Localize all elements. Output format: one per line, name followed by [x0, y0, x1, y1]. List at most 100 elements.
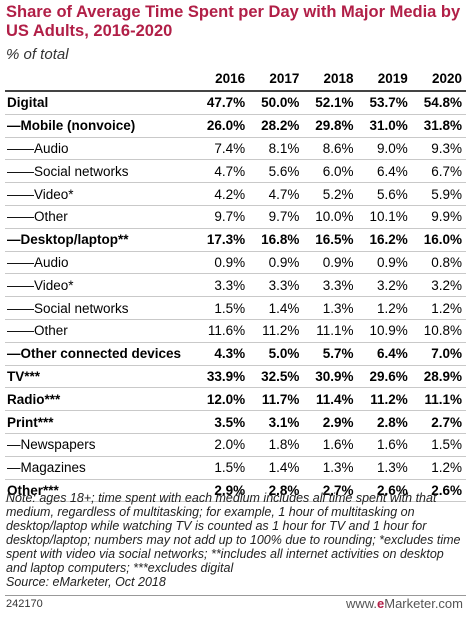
table-cell: 2.8% [249, 479, 304, 503]
table-cell: 52.1% [303, 91, 358, 115]
table-cell: 1.4% [249, 456, 304, 480]
table-cell: 1.5% [195, 296, 250, 320]
table-cell: 1.8% [249, 433, 304, 457]
table-row: TV*** 33.9% 32.5% 30.9% 29.6% 28.9% [5, 365, 466, 389]
table-cell: 12.0% [195, 387, 250, 412]
table-cell: 16.5% [303, 228, 358, 252]
row-label: Print*** [5, 410, 195, 434]
table-cell: 2.6% [357, 479, 412, 503]
source-text: Source: eMarketer, Oct 2018 [6, 575, 166, 589]
row-label: ——Social networks [5, 296, 195, 320]
table-cell: 3.3% [249, 273, 304, 298]
table-cell: 33.9% [195, 365, 250, 389]
table-cell: 1.3% [303, 296, 358, 320]
row-label: Radio*** [5, 387, 195, 412]
table-cell: 4.2% [195, 182, 250, 206]
table-cell: 10.0% [303, 205, 358, 229]
table-cell: 3.3% [195, 273, 250, 298]
row-label: ——Video* [5, 182, 195, 206]
table-cell: 10.9% [357, 319, 412, 343]
table-cell: 1.2% [357, 296, 412, 320]
table-cell: 1.5% [411, 433, 466, 457]
table-cell: 30.9% [303, 365, 358, 389]
table-cell: 2.9% [303, 410, 358, 434]
table-cell: 9.7% [249, 205, 304, 229]
table-cell: 3.1% [249, 410, 304, 434]
column-header: 2016 [195, 67, 250, 92]
table-cell: 6.4% [357, 159, 412, 184]
table-cell: 54.8% [411, 91, 466, 115]
table-row: —Other connected devices 4.3% 5.0% 5.7% 6.4%… [5, 342, 466, 366]
row-label: —Magazines [5, 456, 195, 480]
brand-rest: Marketer.com [384, 596, 463, 611]
table-cell: 11.1% [411, 387, 466, 412]
table-cell: 9.3% [411, 137, 466, 161]
table-cell: 10.1% [357, 205, 412, 229]
note-text: Note: ages 18+; time spent with each med… [6, 491, 461, 575]
table-row: ——Video* 4.2% 4.7% 5.2% 5.6% 5.9% [5, 182, 466, 206]
table-cell: 47.7% [195, 91, 250, 115]
table-cell: 2.7% [411, 410, 466, 434]
row-label: ——Other [5, 205, 195, 229]
table-cell: 11.1% [303, 319, 358, 343]
row-label: —Newspapers [5, 433, 195, 457]
table-row: Digital 47.7% 50.0% 52.1% 53.7% 54.8% [5, 91, 466, 115]
table-row: —Newspapers 2.0% 1.8% 1.6% 1.6% 1.5% [5, 433, 466, 457]
table-cell: 1.6% [303, 433, 358, 457]
table-cell: 11.4% [303, 387, 358, 412]
table-cell: 26.0% [195, 114, 250, 138]
table-cell: 2.9% [195, 479, 250, 503]
table-cell: 6.7% [411, 159, 466, 184]
table-row: —Magazines 1.5% 1.4% 1.3% 1.3% 1.2% [5, 456, 466, 480]
table-row: ——Social networks 4.7% 5.6% 6.0% 6.4% 6.7% [5, 159, 466, 184]
table-cell: 32.5% [249, 365, 304, 389]
row-label: Digital [5, 91, 195, 115]
table-cell: 5.7% [303, 342, 358, 366]
table-cell: 4.7% [249, 182, 304, 206]
table-cell: 1.6% [357, 433, 412, 457]
row-label: —Desktop/laptop** [5, 228, 195, 252]
table-cell: 53.7% [357, 91, 412, 115]
chart-id: 242170 [6, 598, 43, 610]
table-row: —Desktop/laptop** 17.3% 16.8% 16.5% 16.2% 16.… [5, 228, 466, 252]
table-cell: 16.0% [411, 228, 466, 252]
column-header: 2018 [303, 67, 358, 92]
column-header: 2019 [357, 67, 412, 92]
table-cell: 0.9% [303, 251, 358, 275]
table-row: ——Social networks 1.5% 1.4% 1.3% 1.2% 1.2% [5, 296, 466, 320]
column-header: 2020 [411, 67, 466, 92]
table-cell: 4.7% [195, 159, 250, 184]
table-cell: 1.4% [249, 296, 304, 320]
table-cell: 0.9% [195, 251, 250, 275]
brand-logo[interactable]: www.eMarketer.com [346, 596, 463, 611]
table-row: —Mobile (nonvoice) 26.0% 28.2% 29.8% 31.0% 31… [5, 114, 466, 138]
table-cell: 17.3% [195, 228, 250, 252]
table-cell: 9.7% [195, 205, 250, 229]
table-cell: 16.8% [249, 228, 304, 252]
row-label: —Mobile (nonvoice) [5, 114, 195, 138]
table-cell: 11.7% [249, 387, 304, 412]
table-cell: 1.2% [411, 296, 466, 320]
table-cell: 1.3% [357, 456, 412, 480]
table-cell: 5.9% [411, 182, 466, 206]
table-cell: 11.2% [249, 319, 304, 343]
table-cell: 50.0% [249, 91, 304, 115]
column-header: 2017 [249, 67, 304, 92]
table-row: ——Video* 3.3% 3.3% 3.3% 3.2% 3.2% [5, 273, 466, 298]
brand-prefix: www. [345, 596, 378, 611]
row-label: ——Other [5, 319, 195, 343]
table-cell: 0.9% [357, 251, 412, 275]
table-cell: 11.2% [357, 387, 412, 412]
table-cell: 31.0% [357, 114, 412, 138]
table-row: ——Other 11.6% 11.2% 11.1% 10.9% 10.8% [5, 319, 466, 343]
chart-title: Share of Average Time Spent per Day with… [6, 3, 461, 40]
table-cell: 5.6% [249, 159, 304, 184]
table-cell: 1.2% [411, 456, 466, 480]
row-label: Other*** [5, 479, 195, 503]
table-row: ——Audio 0.9% 0.9% 0.9% 0.9% 0.8% [5, 251, 466, 275]
row-label: ——Video* [5, 273, 195, 298]
table-cell: 0.8% [411, 251, 466, 275]
table-cell: 5.6% [357, 182, 412, 206]
header-corner [5, 67, 195, 92]
table-cell: 29.6% [357, 365, 412, 389]
